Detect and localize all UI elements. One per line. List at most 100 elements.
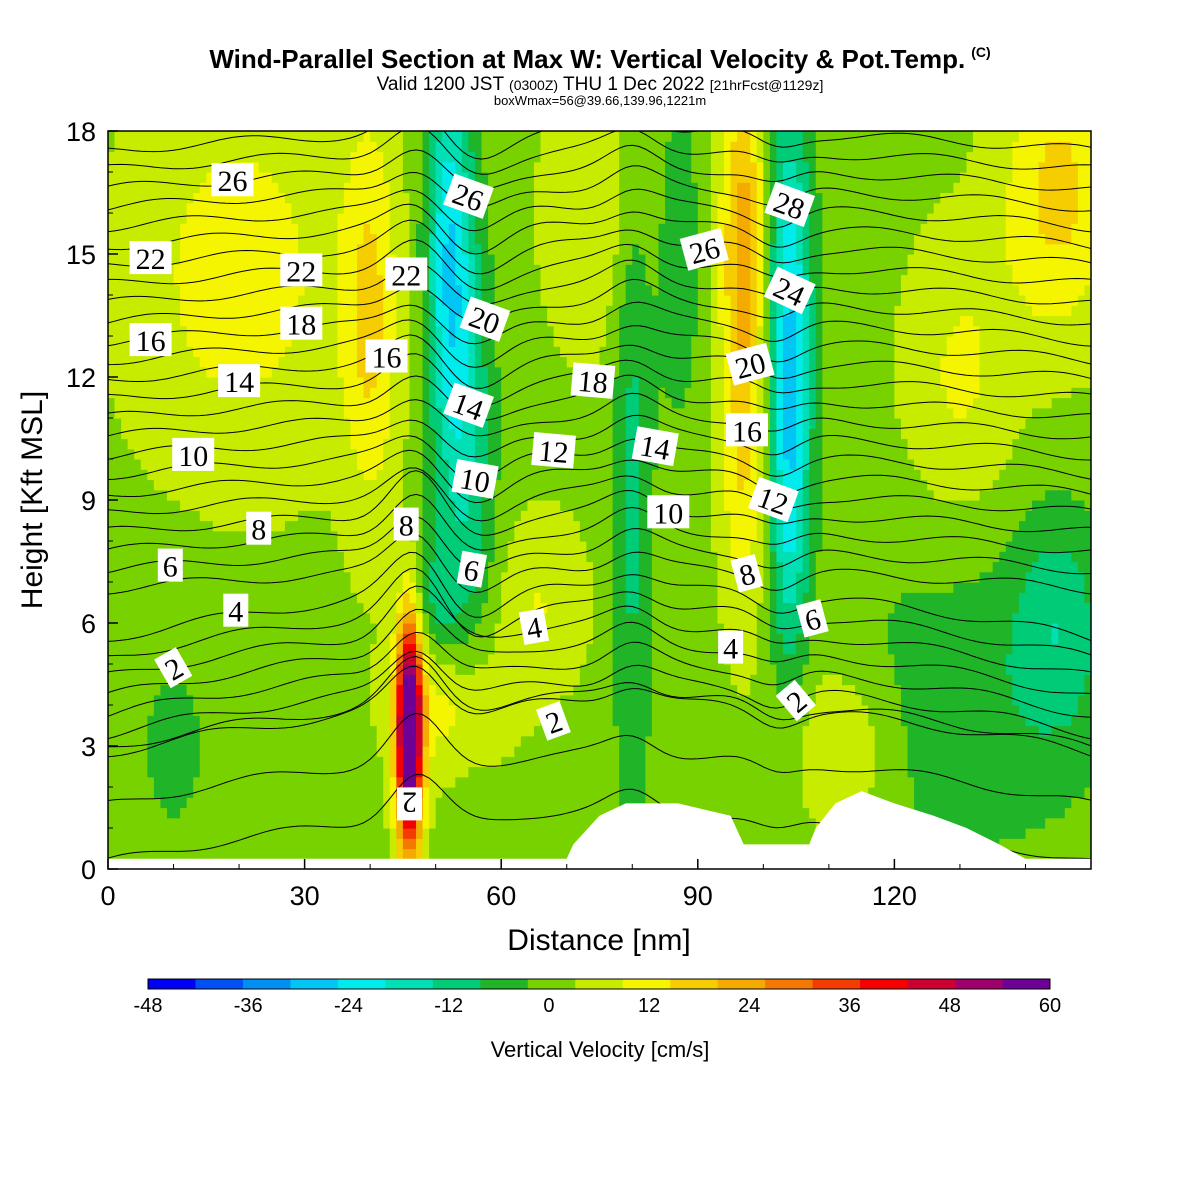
velocity-cell (343, 397, 352, 409)
velocity-cell (468, 838, 476, 850)
velocity-cell (206, 674, 214, 686)
velocity-cell (442, 202, 450, 214)
velocity-cell (278, 797, 286, 809)
velocity-cell (317, 602, 325, 614)
velocity-cell (468, 284, 476, 296)
velocity-cell (363, 202, 371, 214)
velocity-cell (324, 746, 332, 757)
velocity-cell (357, 192, 365, 204)
velocity-cell (416, 725, 424, 737)
velocity-cell (232, 459, 240, 470)
velocity-cell (121, 612, 129, 624)
velocity-cell (337, 295, 345, 306)
velocity-cell (134, 510, 142, 522)
velocity-cell (402, 192, 411, 204)
velocity-cell (474, 243, 483, 255)
velocity-cell (232, 848, 240, 860)
velocity-cell (180, 623, 188, 634)
velocity-cell (442, 807, 450, 819)
velocity-cell (553, 510, 561, 522)
velocity-cell (494, 694, 502, 706)
velocity-cell (284, 202, 293, 214)
velocity-cell (324, 612, 332, 624)
velocity-cell (212, 510, 220, 522)
velocity-cell (455, 346, 463, 358)
velocity-cell (304, 172, 312, 183)
velocity-cell (239, 735, 247, 747)
velocity-cell (422, 141, 430, 153)
velocity-cell (501, 213, 509, 224)
velocity-cell (481, 776, 489, 788)
velocity-cell (553, 295, 561, 306)
velocity-cell (461, 520, 470, 532)
velocity-cell (363, 264, 371, 276)
velocity-cell (291, 469, 299, 481)
velocity-cell (324, 459, 332, 470)
velocity-cell (402, 612, 411, 624)
velocity-cell (206, 612, 214, 624)
velocity-cell (396, 387, 404, 399)
velocity-cell (409, 561, 417, 573)
velocity-cell (225, 664, 234, 675)
velocity-cell (520, 151, 529, 163)
velocity-cell (350, 776, 358, 788)
velocity-cell (284, 705, 293, 716)
velocity-cell (166, 828, 175, 839)
velocity-cell (278, 387, 286, 399)
velocity-cell (147, 223, 155, 235)
velocity-cell (448, 541, 456, 552)
velocity-cell (245, 438, 253, 450)
velocity-cell (317, 551, 325, 563)
velocity-cell (127, 541, 135, 552)
velocity-cell (520, 510, 529, 522)
velocity-cell (140, 776, 148, 788)
velocity-cell (166, 387, 175, 399)
velocity-cell (370, 479, 378, 491)
velocity-cell (147, 131, 155, 142)
velocity-cell (298, 366, 306, 378)
velocity-cell (298, 643, 306, 655)
velocity-cell (180, 213, 188, 224)
velocity-cell (547, 233, 555, 245)
velocity-cell (108, 448, 116, 460)
velocity-cell (383, 828, 391, 839)
velocity-cell (363, 643, 371, 655)
velocity-cell (121, 264, 129, 276)
velocity-cell (553, 776, 561, 788)
velocity-cell (173, 817, 181, 829)
velocity-cell (284, 479, 293, 491)
velocity-cell (442, 459, 450, 470)
velocity-cell (461, 448, 470, 460)
velocity-cell (324, 571, 332, 583)
velocity-cell (422, 500, 430, 511)
velocity-cell (461, 684, 470, 696)
velocity-cell (193, 735, 201, 747)
velocity-cell (180, 571, 188, 583)
velocity-cell (396, 448, 404, 460)
velocity-cell (311, 674, 319, 686)
velocity-cell (474, 612, 483, 624)
velocity-cell (514, 817, 522, 829)
velocity-cell (422, 366, 430, 378)
velocity-cell (239, 274, 247, 286)
velocity-cell (429, 418, 437, 429)
velocity-cell (468, 735, 476, 747)
velocity-cell (501, 561, 509, 573)
velocity-cell (416, 131, 424, 142)
velocity-cell (422, 356, 430, 368)
velocity-cell (324, 807, 332, 819)
velocity-cell (442, 295, 450, 306)
velocity-cell (540, 746, 548, 757)
velocity-cell (180, 848, 188, 860)
velocity-cell (455, 233, 463, 245)
velocity-cell (239, 776, 247, 788)
velocity-cell (317, 735, 325, 747)
velocity-cell (186, 807, 194, 819)
velocity-cell (166, 161, 175, 173)
velocity-cell (330, 715, 338, 727)
velocity-cell (560, 612, 568, 624)
velocity-cell (127, 182, 135, 194)
velocity-cell (298, 479, 306, 491)
velocity-cell (127, 612, 135, 624)
velocity-cell (507, 705, 515, 716)
